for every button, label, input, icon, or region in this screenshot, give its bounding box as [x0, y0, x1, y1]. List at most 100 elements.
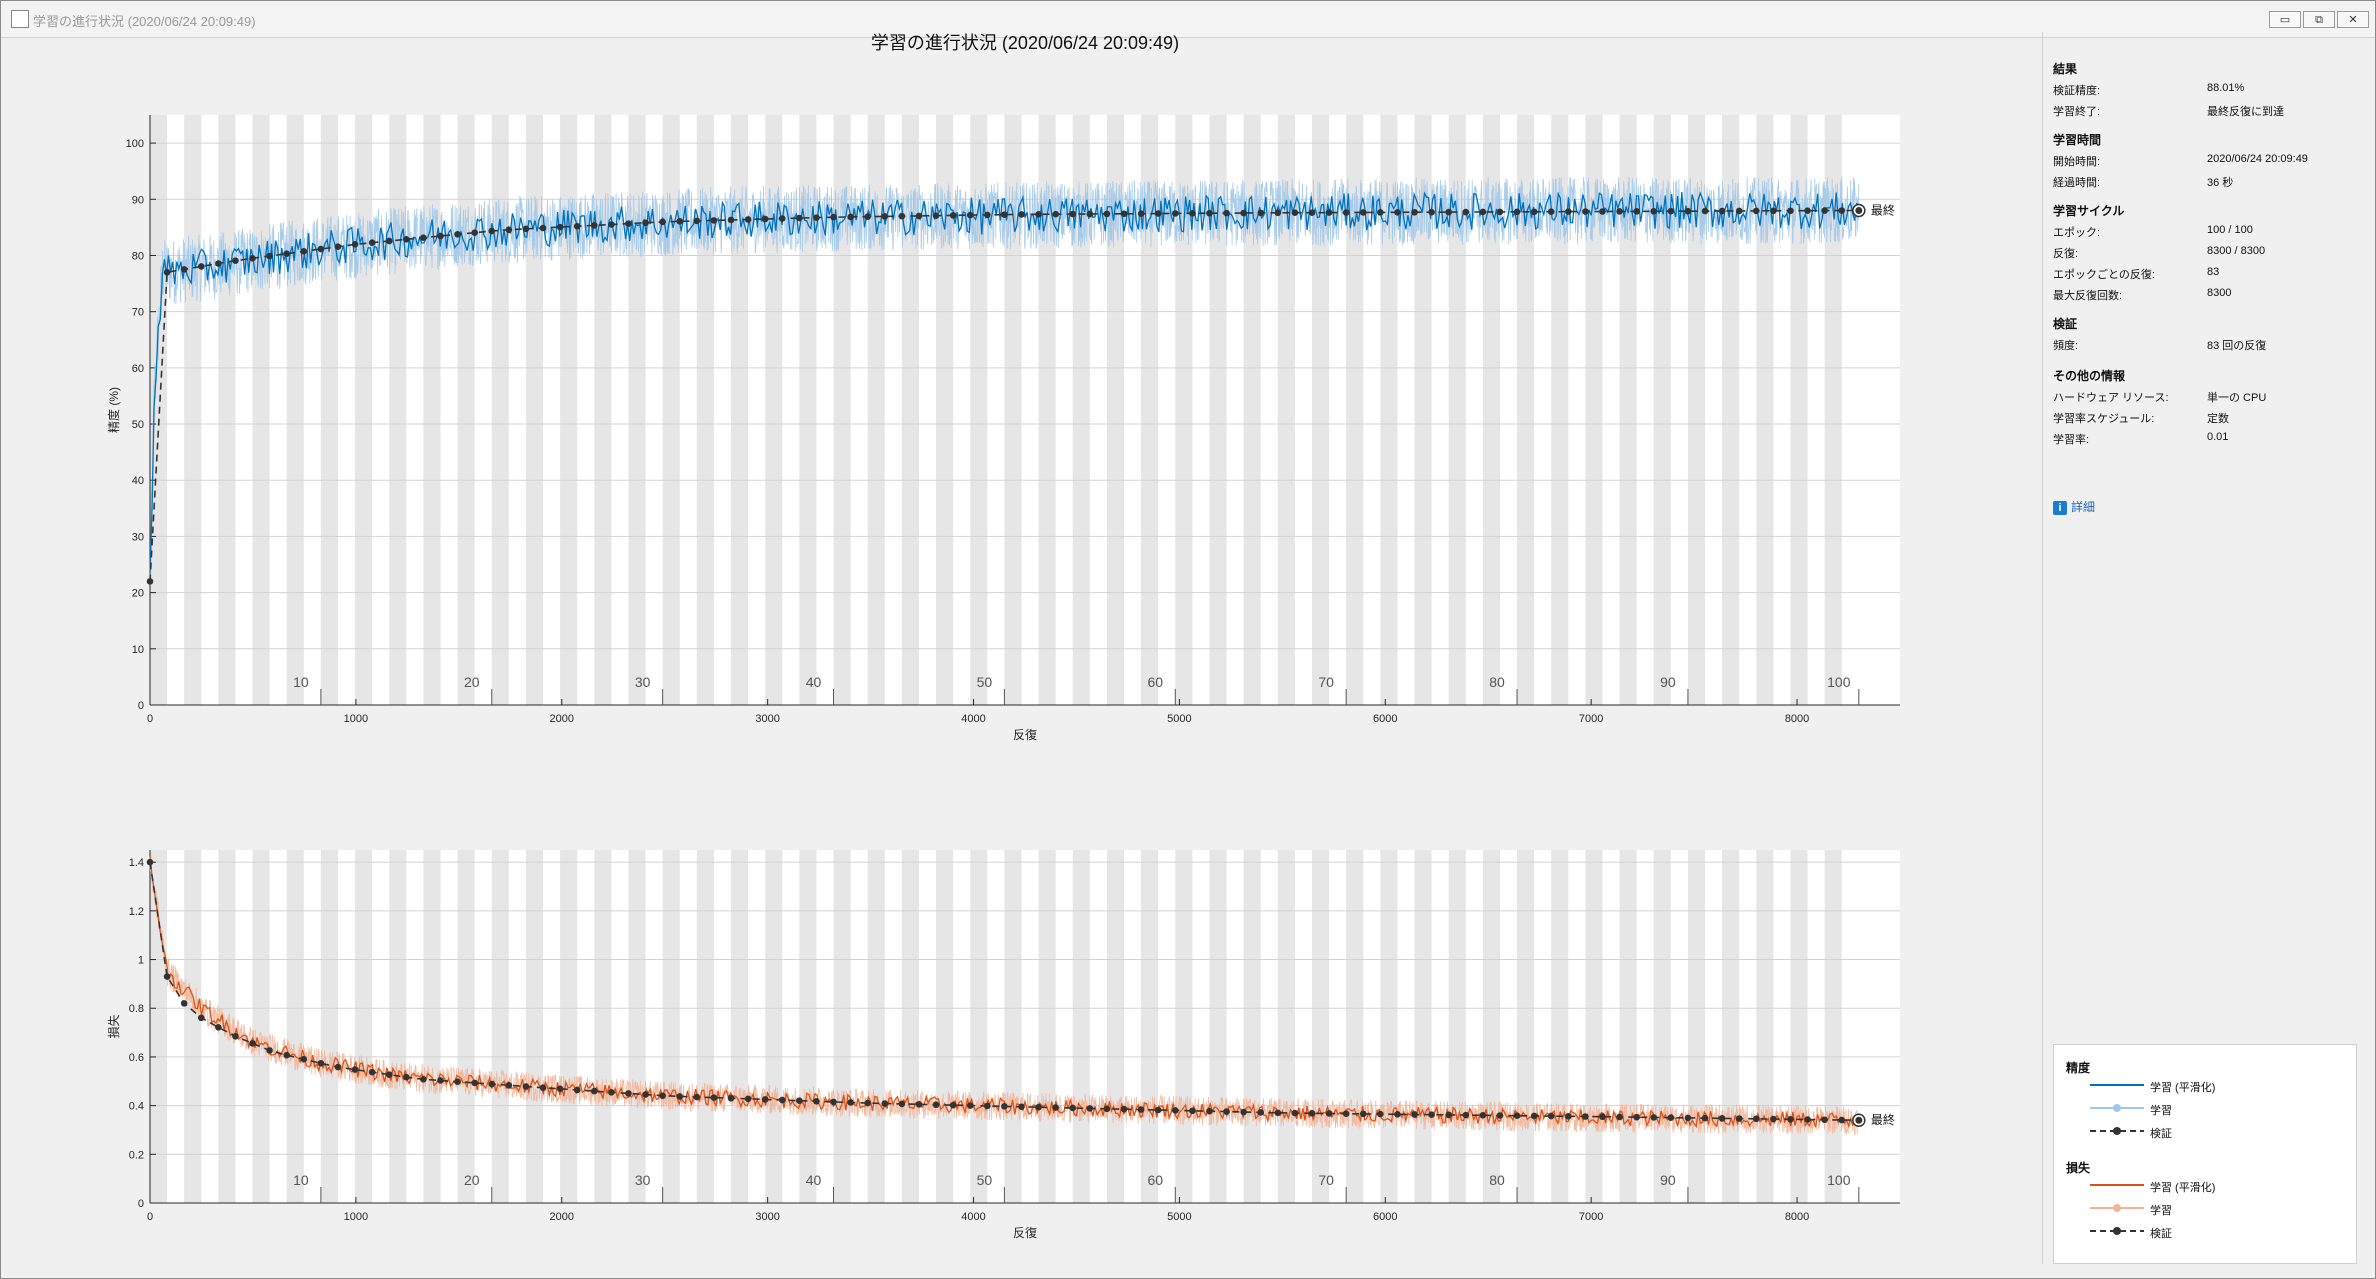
validation-point — [1052, 210, 1059, 218]
validation-point — [1377, 1110, 1384, 1118]
epoch-band — [1414, 850, 1432, 1203]
validation-point — [1428, 1111, 1435, 1118]
validation-point — [1359, 209, 1367, 216]
training-finished-value: 最終反復に到達 — [2207, 106, 2284, 118]
epoch-band — [286, 850, 304, 1203]
validation-point — [1052, 1104, 1059, 1111]
y-tick-label: 0 — [138, 1198, 144, 1210]
legend-label: 検証 — [2150, 1228, 2172, 1240]
validation-point — [915, 1101, 923, 1108]
validation-point — [1496, 208, 1504, 216]
x-tick-label: 5000 — [1167, 1211, 1191, 1223]
validation-point — [778, 215, 786, 222]
details-link[interactable]: i 詳細 — [2053, 498, 2095, 515]
section-heading-training-time: 学習時間 — [2053, 133, 2102, 147]
validation-point — [830, 1098, 837, 1106]
epoch-band — [286, 115, 304, 705]
validation-point — [1821, 1116, 1828, 1124]
validation-point — [676, 1093, 684, 1100]
validation-point — [1547, 1112, 1555, 1120]
iterations-per-epoch-value: 83 — [2207, 266, 2220, 278]
info-key: 学習率: — [2053, 434, 2090, 446]
restore-button[interactable]: ⧉ — [2303, 11, 2335, 28]
validation-point — [249, 1040, 256, 1047]
validation-line — [149, 209, 1859, 582]
epoch-label: 70 — [1318, 674, 1334, 690]
epoch-band — [1312, 850, 1330, 1203]
epoch-band — [1448, 115, 1466, 705]
validation-point — [1565, 208, 1572, 215]
validation-point — [1582, 1113, 1589, 1120]
validation-point — [932, 212, 940, 219]
validation-point — [1274, 1109, 1282, 1117]
validation-point — [1701, 1114, 1709, 1122]
final-marker-dot — [1855, 1116, 1863, 1124]
legend-marker-training — [2113, 1204, 2121, 1212]
epoch-label: 20 — [464, 1172, 480, 1188]
epoch-label: 10 — [293, 674, 309, 690]
validation-point — [1325, 209, 1333, 216]
epoch-label: 80 — [1489, 674, 1505, 690]
legend-swatches-loss — [2090, 1184, 2144, 1235]
epoch-band — [1722, 115, 1740, 705]
epoch-band — [355, 850, 373, 1203]
y-tick-label: 20 — [132, 588, 144, 600]
validation-point — [881, 1100, 889, 1107]
validation-point — [385, 1071, 393, 1078]
epoch-band — [1106, 115, 1125, 705]
validation-point — [1035, 211, 1042, 218]
epoch-band — [1790, 850, 1808, 1203]
validation-point — [710, 1094, 718, 1101]
epoch-band — [970, 115, 988, 705]
epoch-band — [1448, 850, 1466, 1203]
epoch-band — [491, 115, 509, 705]
y-tick-label: 30 — [132, 531, 144, 543]
x-tick-label: 4000 — [961, 1211, 985, 1223]
validation-point — [488, 1080, 496, 1088]
validation-point — [710, 217, 718, 224]
legend-marker-validation — [2113, 1227, 2121, 1235]
epoch-band — [731, 850, 749, 1203]
close-button[interactable]: ✕ — [2337, 11, 2369, 28]
title-bar: 学習の進行状況 (2020/06/24 20:09:49) ▭ ⧉ ✕ — [1, 1, 2375, 38]
y-tick-label: 0.8 — [129, 1003, 144, 1015]
epoch-label: 50 — [977, 674, 993, 690]
section-heading-training-cycle: 学習サイクル — [2053, 204, 2125, 218]
validation-point — [744, 1095, 752, 1103]
legend-marker-training — [2113, 1104, 2121, 1112]
validation-point — [984, 211, 991, 219]
epoch-band — [1517, 115, 1535, 705]
x-tick-label: 3000 — [755, 1211, 779, 1223]
hardware-value: 単一の CPU — [2207, 392, 2267, 404]
epoch-band — [1551, 115, 1569, 705]
validation-point — [1684, 207, 1692, 215]
x-tick-label: 4000 — [961, 713, 985, 725]
minimize-button[interactable]: ▭ — [2269, 11, 2301, 28]
validation-point — [1735, 1115, 1743, 1122]
validation-point — [1752, 1115, 1760, 1123]
epoch-label: 40 — [806, 674, 822, 690]
validation-point — [146, 858, 154, 866]
validation-point — [1120, 210, 1128, 218]
epoch-label: 40 — [806, 1172, 822, 1188]
epoch-band — [423, 850, 441, 1203]
epoch-band — [1722, 850, 1740, 1203]
epoch-band — [525, 115, 544, 705]
validation-point — [1616, 1113, 1623, 1121]
validation-point — [505, 1082, 513, 1089]
x-tick-label: 2000 — [550, 1211, 574, 1223]
validation-point — [1838, 207, 1846, 214]
epoch-band — [491, 850, 509, 1203]
loss-plot: 0 0.2 0.4 0.6 0.8 1 1.2 1.4 0 1000 2000 3000 4000 500… — [106, 850, 1900, 1240]
epoch-band — [1243, 115, 1261, 705]
validation-point — [1787, 1115, 1794, 1123]
validation-point — [1462, 1111, 1470, 1119]
epoch-band — [594, 115, 612, 705]
validation-point — [1582, 208, 1589, 215]
validation-point — [932, 1101, 940, 1109]
validation-point — [830, 213, 837, 221]
validation-point — [1718, 207, 1726, 215]
epoch-band — [320, 115, 338, 705]
y-tick-label: 1.2 — [129, 906, 144, 918]
validation-point — [693, 217, 701, 225]
